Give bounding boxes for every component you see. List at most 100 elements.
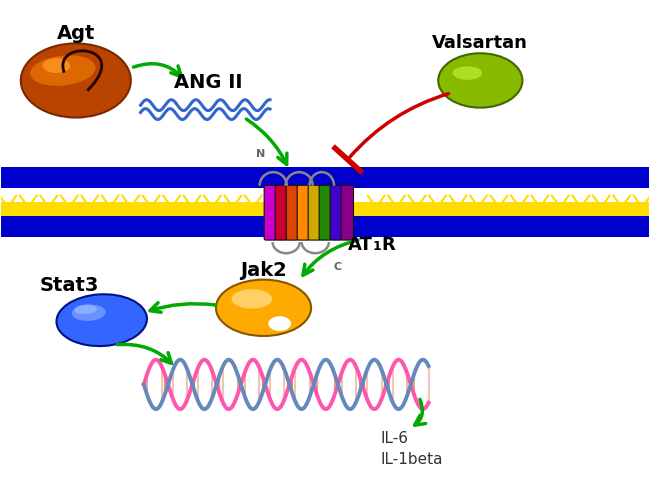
Circle shape bbox=[172, 174, 187, 186]
Circle shape bbox=[532, 224, 547, 236]
Ellipse shape bbox=[30, 55, 96, 86]
Circle shape bbox=[309, 174, 324, 186]
Circle shape bbox=[34, 224, 50, 236]
Circle shape bbox=[600, 174, 616, 186]
Circle shape bbox=[69, 224, 84, 236]
Ellipse shape bbox=[57, 294, 147, 346]
Circle shape bbox=[446, 224, 462, 236]
Circle shape bbox=[343, 174, 359, 186]
Ellipse shape bbox=[216, 280, 311, 336]
Text: Agt: Agt bbox=[57, 24, 95, 43]
Circle shape bbox=[274, 174, 290, 186]
Bar bbox=[1, 202, 649, 231]
Circle shape bbox=[428, 174, 444, 186]
FancyBboxPatch shape bbox=[275, 185, 287, 240]
Circle shape bbox=[188, 224, 204, 236]
Circle shape bbox=[343, 224, 359, 236]
Circle shape bbox=[377, 224, 393, 236]
Circle shape bbox=[274, 224, 290, 236]
Circle shape bbox=[395, 174, 410, 186]
Bar bbox=[1, 167, 649, 188]
Circle shape bbox=[480, 224, 495, 236]
Text: Jak2: Jak2 bbox=[240, 261, 287, 280]
Circle shape bbox=[223, 174, 239, 186]
Ellipse shape bbox=[452, 66, 482, 80]
Circle shape bbox=[291, 174, 307, 186]
Bar bbox=[1, 216, 649, 237]
Circle shape bbox=[86, 224, 101, 236]
Text: ANG II: ANG II bbox=[174, 74, 242, 92]
Circle shape bbox=[34, 174, 50, 186]
Circle shape bbox=[240, 224, 255, 236]
Circle shape bbox=[360, 174, 376, 186]
Circle shape bbox=[618, 224, 632, 236]
Circle shape bbox=[480, 174, 495, 186]
Circle shape bbox=[155, 174, 170, 186]
Circle shape bbox=[257, 224, 273, 236]
Circle shape bbox=[137, 224, 153, 236]
Circle shape bbox=[18, 224, 32, 236]
Circle shape bbox=[411, 224, 427, 236]
Circle shape bbox=[0, 224, 16, 236]
Circle shape bbox=[172, 224, 187, 236]
Circle shape bbox=[326, 224, 341, 236]
Circle shape bbox=[86, 174, 101, 186]
Text: C: C bbox=[334, 262, 342, 272]
Circle shape bbox=[326, 174, 341, 186]
Circle shape bbox=[360, 224, 376, 236]
Text: AT: AT bbox=[348, 236, 372, 254]
Circle shape bbox=[206, 224, 222, 236]
Circle shape bbox=[69, 174, 84, 186]
Circle shape bbox=[206, 174, 222, 186]
Circle shape bbox=[395, 224, 410, 236]
Circle shape bbox=[549, 174, 564, 186]
Text: Valsartan: Valsartan bbox=[432, 34, 528, 52]
Ellipse shape bbox=[74, 305, 97, 314]
Circle shape bbox=[257, 174, 273, 186]
Circle shape bbox=[532, 174, 547, 186]
Circle shape bbox=[566, 174, 581, 186]
FancyBboxPatch shape bbox=[308, 185, 320, 240]
Text: 1: 1 bbox=[372, 240, 381, 253]
Circle shape bbox=[634, 174, 650, 186]
Circle shape bbox=[51, 224, 67, 236]
Circle shape bbox=[188, 174, 204, 186]
Circle shape bbox=[0, 174, 16, 186]
Circle shape bbox=[155, 224, 170, 236]
Circle shape bbox=[583, 224, 599, 236]
Circle shape bbox=[634, 224, 650, 236]
Circle shape bbox=[291, 224, 307, 236]
Circle shape bbox=[600, 224, 616, 236]
FancyBboxPatch shape bbox=[319, 185, 332, 240]
Circle shape bbox=[497, 224, 513, 236]
Circle shape bbox=[549, 224, 564, 236]
Circle shape bbox=[377, 174, 393, 186]
Circle shape bbox=[514, 174, 530, 186]
FancyBboxPatch shape bbox=[341, 185, 354, 240]
Circle shape bbox=[51, 174, 67, 186]
Circle shape bbox=[583, 174, 599, 186]
FancyBboxPatch shape bbox=[264, 185, 276, 240]
Circle shape bbox=[137, 174, 153, 186]
Circle shape bbox=[566, 224, 581, 236]
Circle shape bbox=[618, 174, 632, 186]
Ellipse shape bbox=[438, 53, 523, 108]
Ellipse shape bbox=[231, 289, 272, 309]
Circle shape bbox=[497, 174, 513, 186]
Circle shape bbox=[428, 224, 444, 236]
Circle shape bbox=[120, 174, 136, 186]
FancyBboxPatch shape bbox=[297, 185, 309, 240]
Circle shape bbox=[411, 174, 427, 186]
Circle shape bbox=[514, 224, 530, 236]
Text: Stat3: Stat3 bbox=[40, 276, 99, 295]
Ellipse shape bbox=[43, 58, 70, 73]
Text: IL-6: IL-6 bbox=[380, 431, 408, 446]
FancyBboxPatch shape bbox=[330, 185, 343, 240]
Circle shape bbox=[120, 224, 136, 236]
Circle shape bbox=[463, 224, 478, 236]
Circle shape bbox=[18, 174, 32, 186]
Circle shape bbox=[309, 224, 324, 236]
Circle shape bbox=[103, 174, 118, 186]
Text: R: R bbox=[382, 236, 395, 254]
Circle shape bbox=[103, 224, 118, 236]
